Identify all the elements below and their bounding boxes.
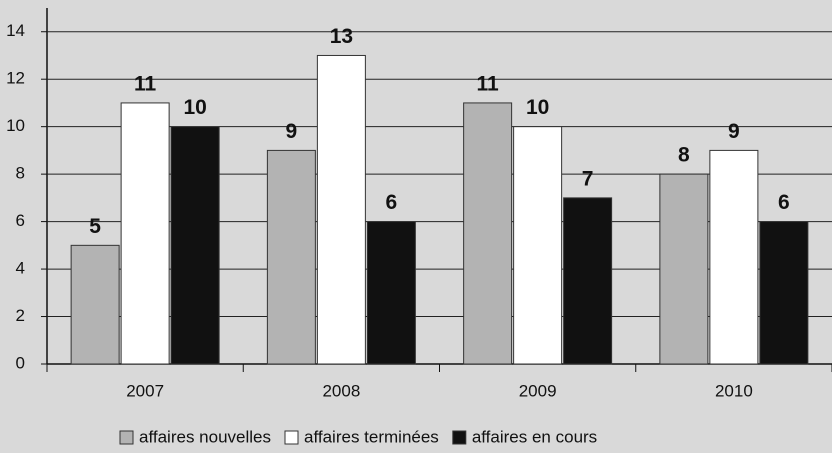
bar — [70, 244, 120, 365]
legend-label: affaires en cours — [472, 427, 597, 446]
value-label: 11 — [477, 72, 500, 95]
value-label: 6 — [778, 191, 790, 214]
y-tick-label: 2 — [16, 306, 25, 325]
y-tick-label: 6 — [16, 211, 25, 230]
x-tick-label: 2010 — [715, 381, 753, 400]
y-tick-label: 0 — [16, 353, 25, 372]
bar — [316, 54, 366, 365]
value-label: 9 — [728, 120, 740, 143]
value-label: 8 — [678, 144, 690, 167]
legend-label: affaires terminées — [304, 427, 439, 446]
x-tick-label: 2009 — [519, 381, 557, 400]
bar — [659, 173, 709, 365]
bar — [759, 221, 809, 365]
bar — [709, 149, 759, 365]
bar — [513, 126, 563, 365]
bar — [563, 197, 613, 365]
value-label: 13 — [330, 25, 353, 48]
legend-swatch — [119, 430, 134, 445]
value-label: 6 — [386, 191, 398, 214]
bar — [266, 149, 316, 365]
y-tick-label: 4 — [16, 259, 25, 278]
y-tick-label: 10 — [6, 116, 25, 135]
value-label: 5 — [89, 215, 101, 238]
legend-swatch — [284, 430, 299, 445]
value-label: 10 — [183, 96, 206, 119]
legend-label: affaires nouvelles — [139, 427, 271, 446]
x-tick-label: 2008 — [322, 381, 360, 400]
value-label: 10 — [526, 96, 549, 119]
y-tick-label: 8 — [16, 164, 25, 183]
bar — [120, 102, 170, 365]
value-label: 9 — [286, 120, 298, 143]
legend-swatch — [452, 430, 467, 445]
value-label: 7 — [582, 167, 594, 190]
y-tick-label: 12 — [6, 69, 25, 88]
y-tick-label: 14 — [6, 21, 25, 40]
x-tick-label: 2007 — [126, 381, 164, 400]
value-label: 11 — [134, 72, 157, 95]
bar — [463, 102, 513, 365]
bar — [170, 126, 220, 365]
bar — [366, 221, 416, 365]
